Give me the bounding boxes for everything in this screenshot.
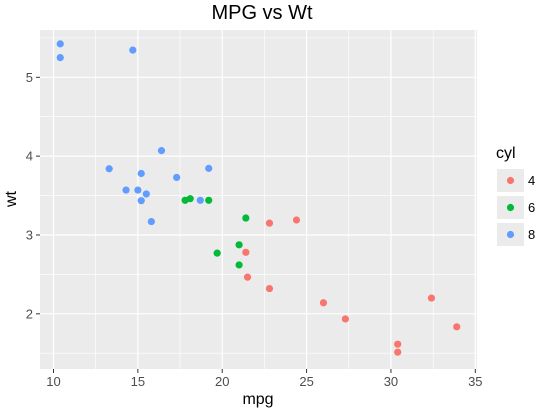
- legend: cyl 4 6 8: [496, 145, 535, 246]
- data-point-cyl-8: [142, 190, 150, 198]
- data-point-cyl-4: [265, 284, 274, 293]
- legend-label-cyl-8: 8: [528, 227, 535, 242]
- data-point-cyl-4: [243, 273, 252, 281]
- data-point-cyl-8: [56, 40, 64, 48]
- plot-panel: [40, 30, 477, 369]
- data-point-cyl-6: [235, 261, 243, 269]
- data-point-cyl-4: [265, 219, 274, 227]
- x-tick-label: 35: [468, 374, 482, 389]
- data-point-cyl-4: [394, 340, 402, 348]
- chart-title: MPG vs Wt: [211, 2, 313, 24]
- data-point-cyl-8: [134, 186, 142, 194]
- minor-gridlines: [40, 30, 477, 369]
- data-points: [56, 40, 461, 356]
- x-tick-label: 10: [46, 374, 60, 389]
- legend-marker-cyl-4: [506, 176, 515, 185]
- data-point-cyl-4: [427, 294, 436, 302]
- data-point-cyl-4: [319, 299, 328, 307]
- data-point-cyl-8: [147, 217, 155, 226]
- legend-title: cyl: [496, 145, 516, 162]
- data-point-cyl-6: [205, 196, 213, 204]
- data-point-cyl-6: [181, 196, 189, 204]
- legend-label-cyl-4: 4: [528, 173, 535, 188]
- legend-label-cyl-6: 6: [528, 200, 535, 215]
- data-point-cyl-4: [341, 315, 349, 323]
- data-point-cyl-8: [137, 197, 145, 205]
- x-tick-label: 30: [384, 374, 398, 389]
- data-point-cyl-4: [394, 348, 402, 356]
- y-axis-ticks: 2 3 4 5: [26, 70, 40, 321]
- data-point-cyl-6: [242, 214, 250, 222]
- x-axis-title: mpg: [242, 391, 273, 408]
- data-point-cyl-8: [196, 196, 204, 204]
- x-axis-ticks: 10 15 20 25 30 35: [46, 369, 483, 389]
- data-point-cyl-4: [453, 323, 461, 331]
- y-tick-label: 2: [26, 306, 33, 321]
- x-tick-label: 15: [131, 374, 145, 389]
- data-point-cyl-8: [129, 46, 137, 54]
- data-point-cyl-4: [292, 216, 301, 224]
- data-point-cyl-8: [173, 173, 181, 182]
- data-point-cyl-8: [122, 186, 130, 194]
- data-point-cyl-4: [242, 248, 250, 256]
- legend-marker-cyl-6: [506, 203, 515, 212]
- data-point-cyl-8: [105, 165, 113, 173]
- x-tick-label: 20: [215, 374, 229, 389]
- data-point-cyl-6: [213, 249, 221, 257]
- data-point-cyl-8: [137, 169, 145, 178]
- data-point-cyl-8: [157, 147, 166, 155]
- y-tick-label: 5: [26, 70, 33, 85]
- data-point-cyl-8: [205, 164, 213, 172]
- data-point-cyl-8: [56, 53, 64, 62]
- legend-marker-cyl-8: [506, 230, 515, 239]
- y-axis-title: wt: [3, 190, 20, 208]
- x-tick-label: 25: [299, 374, 313, 389]
- major-gridlines: [40, 30, 477, 369]
- data-point-cyl-6: [235, 241, 243, 249]
- y-tick-label: 4: [26, 149, 33, 164]
- y-tick-label: 3: [26, 227, 33, 242]
